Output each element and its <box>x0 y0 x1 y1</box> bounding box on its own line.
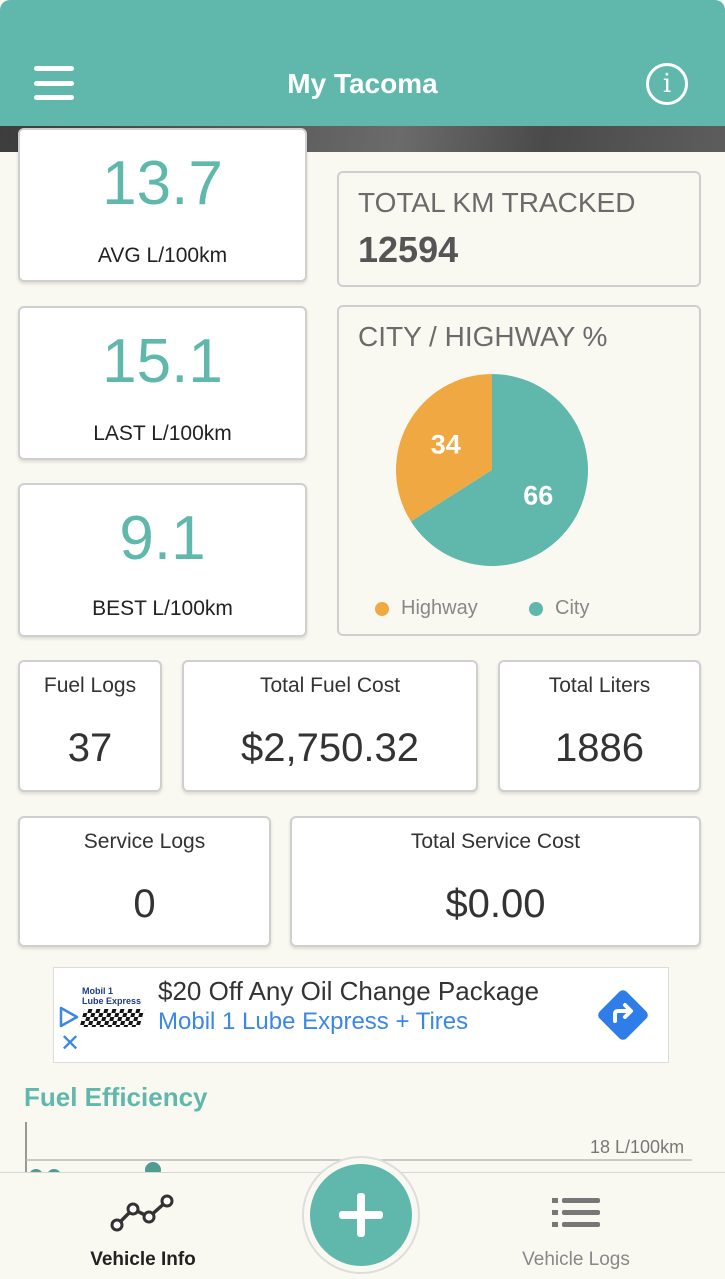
city-highway-title: CITY / HIGHWAY % <box>358 321 608 352</box>
page-title: My Tacoma <box>287 68 438 99</box>
ad-choices-icon[interactable] <box>58 1006 80 1028</box>
best-consumption-value: 9.1 <box>119 504 206 573</box>
total-km-card: TOTAL KM TRACKED 12594 <box>337 171 701 287</box>
best-consumption-label: BEST L/100km <box>92 597 233 620</box>
ad-brand-logo: Mobil 1 Lube Express <box>79 986 146 1030</box>
add-button-circle <box>310 1164 412 1266</box>
total-service-cost-card: Total Service Cost $0.00 <box>290 816 701 947</box>
total-service-cost-value: $0.00 <box>445 882 546 926</box>
last-consumption-card: 15.1 LAST L/100km <box>18 306 307 460</box>
total-fuel-cost-value: $2,750.32 <box>241 726 419 770</box>
hamburger-menu-icon[interactable] <box>34 66 74 100</box>
ad-headline: $20 Off Any Oil Change Package <box>158 976 540 1006</box>
highway-legend-dot <box>375 601 389 616</box>
fuel-efficiency-title: Fuel Efficiency <box>24 1082 208 1112</box>
line-chart-icon <box>110 1194 174 1232</box>
best-consumption-card: 9.1 BEST L/100km <box>18 483 307 637</box>
total-km-title: TOTAL KM TRACKED <box>358 187 636 218</box>
total-km-value: 12594 <box>358 229 459 270</box>
last-consumption-value: 15.1 <box>102 327 223 396</box>
fuel-logs-card[interactable]: Fuel Logs 37 <box>18 660 162 792</box>
last-consumption-label: LAST L/100km <box>93 422 232 445</box>
app-header: My Tacoma i <box>0 0 725 126</box>
pie-label-city: 66 <box>523 480 553 510</box>
total-liters-value: 1886 <box>555 726 644 770</box>
legend-highway: Highway <box>375 597 478 620</box>
legend-city: City <box>529 597 589 620</box>
total-liters-card: Total Liters 1886 <box>498 660 701 792</box>
list-icon <box>552 1198 600 1227</box>
service-logs-value: 0 <box>133 882 156 926</box>
service-logs-label: Service Logs <box>83 830 206 853</box>
service-logs-card[interactable]: Service Logs 0 <box>18 816 271 947</box>
ad-subline: Mobil 1 Lube Express + Tires <box>158 1008 469 1035</box>
city-highway-card: CITY / HIGHWAY % 34 66 Highway City <box>337 305 701 636</box>
avg-consumption-label: AVG L/100km <box>97 244 228 267</box>
pie-slice-highway <box>396 374 492 522</box>
nav-vehicle-logs-label: Vehicle Logs <box>522 1249 630 1270</box>
nav-vehicle-info[interactable]: Vehicle Info <box>23 1173 263 1279</box>
total-fuel-cost-label: Total Fuel Cost <box>259 674 401 697</box>
pie-label-highway: 34 <box>431 430 461 460</box>
city-legend-dot <box>529 601 543 616</box>
avg-consumption-value: 13.7 <box>102 149 223 218</box>
directions-arrow-icon[interactable] <box>596 988 650 1042</box>
checkered-flag-icon <box>79 1009 145 1027</box>
fuel-logs-label: Fuel Logs <box>43 674 137 697</box>
pie-slice-city <box>410 374 588 566</box>
total-liters-label: Total Liters <box>548 674 651 697</box>
plus-icon <box>339 1193 383 1237</box>
fuel-efficiency-axis-label: 18 L/100km <box>590 1137 685 1157</box>
legend-highway-label: Highway <box>401 597 478 619</box>
total-service-cost-label: Total Service Cost <box>410 830 581 853</box>
avg-consumption-card: 13.7 AVG L/100km <box>18 128 307 282</box>
city-highway-pie-chart: 34 66 <box>396 374 588 566</box>
add-log-button[interactable] <box>302 1156 420 1274</box>
total-fuel-cost-card: Total Fuel Cost $2,750.32 <box>182 660 478 792</box>
legend-city-label: City <box>555 597 590 619</box>
info-icon[interactable]: i <box>646 63 688 105</box>
nav-vehicle-logs[interactable]: Vehicle Logs <box>456 1173 696 1279</box>
ad-banner[interactable]: Mobil 1 Lube Express ✕ $20 Off Any Oil C… <box>53 967 669 1063</box>
fuel-logs-value: 37 <box>67 726 113 770</box>
nav-vehicle-info-label: Vehicle Info <box>90 1249 196 1270</box>
ad-close-icon[interactable]: ✕ <box>60 1030 81 1057</box>
